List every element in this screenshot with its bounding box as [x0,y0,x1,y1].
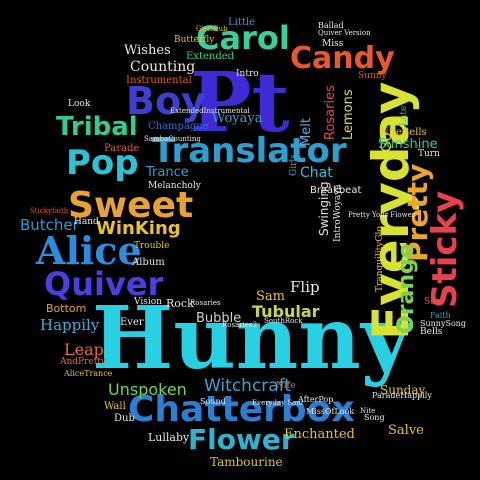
word: Pt [190,55,290,151]
word: Butcher [20,216,79,234]
word: Look [68,99,91,109]
word: SouthRock [264,317,303,325]
word: Extended [186,51,235,62]
word: Melancholy [148,181,201,191]
word: Trance [146,165,189,180]
word: Melt [299,118,314,146]
word: Bubble [196,311,242,326]
word: Rosaries2 [222,321,258,329]
word: Counting [130,59,196,75]
word: MissOfLook [306,407,355,416]
word: Lemons [341,89,356,140]
word: NiteBells [380,127,427,138]
word: Sam [256,289,285,304]
word: Ballad [318,21,344,30]
word: Sweet [68,185,194,226]
word: GirlsDub [196,25,228,33]
word: Flower [188,423,295,456]
word: Salve [388,423,424,438]
word: Sunny [358,71,387,81]
word: Flip [290,278,320,296]
word: Quiver Version [318,29,371,37]
word: Parade [104,143,140,154]
word: Chat [300,165,333,181]
word: Turn [418,149,440,159]
word: Tubular [252,302,320,321]
word: Late [399,105,409,126]
word: SambaCounting [144,135,201,143]
word: ExtendedInstrumental [170,107,250,115]
word: Happily [40,316,100,334]
word: Orange [394,243,419,334]
word: Boy [126,79,206,123]
word: ParadeHappily [372,391,432,400]
word: Witchcraft [204,376,292,396]
word: Enchanted [284,427,355,442]
word: Little [228,17,255,28]
word: Carol [196,19,290,57]
word: Rosaries [190,299,221,307]
word: Girls [289,154,299,176]
word: Pop [66,143,139,183]
word: Dub [114,413,135,424]
word: Faith [430,311,451,320]
word: Woyaya [212,111,263,126]
word: Song [364,413,385,422]
word: Lullaby [148,431,190,444]
word: Tribal [56,112,138,142]
word: Quiver [44,265,164,303]
word: Champagne [148,121,209,132]
word: Miss [322,39,344,49]
word: Wishes [124,43,171,58]
word: AliceTrance [64,369,113,378]
word: Chatterbox [128,389,355,430]
word: Hunny [92,288,411,389]
word: Leap [64,340,104,359]
word: TranquilityGlo [375,226,385,292]
word: IntroWoyaya [333,184,343,242]
word: Trouble [134,241,170,251]
word: AfterPop [298,395,334,404]
word: Rock [166,297,194,310]
word: Vision [134,297,162,307]
word: Bottom [46,302,87,315]
word: Sunday [380,383,426,397]
word: Unspoken [108,380,187,399]
word: Sunshine [378,137,438,152]
word: Everyday Soul [252,399,304,407]
word: Sea [424,297,441,307]
word: Ever [120,317,144,328]
word: Breakbeat [310,185,362,196]
word: Album [132,257,165,268]
word: Bells [420,327,443,337]
word: Wall [104,401,126,412]
word: Nite [276,381,296,391]
word: Translator [152,131,347,171]
word: Rosaries [323,85,338,140]
word: Intro [236,69,259,79]
word: Sound [200,397,226,406]
word: Alice [36,228,142,273]
word: Instrumental [126,75,192,86]
word: Pretty Your Flower [348,211,416,219]
word: Nite [360,407,376,415]
word: WinKing [96,218,181,239]
word: Tambourine [210,455,283,469]
word: SunnySong [420,319,467,328]
word: AndPretty [60,357,107,367]
word: Candy [290,41,395,76]
word: Butterfly [174,35,215,45]
word: Stickyfaith [30,207,69,215]
word: Hand [74,217,99,227]
